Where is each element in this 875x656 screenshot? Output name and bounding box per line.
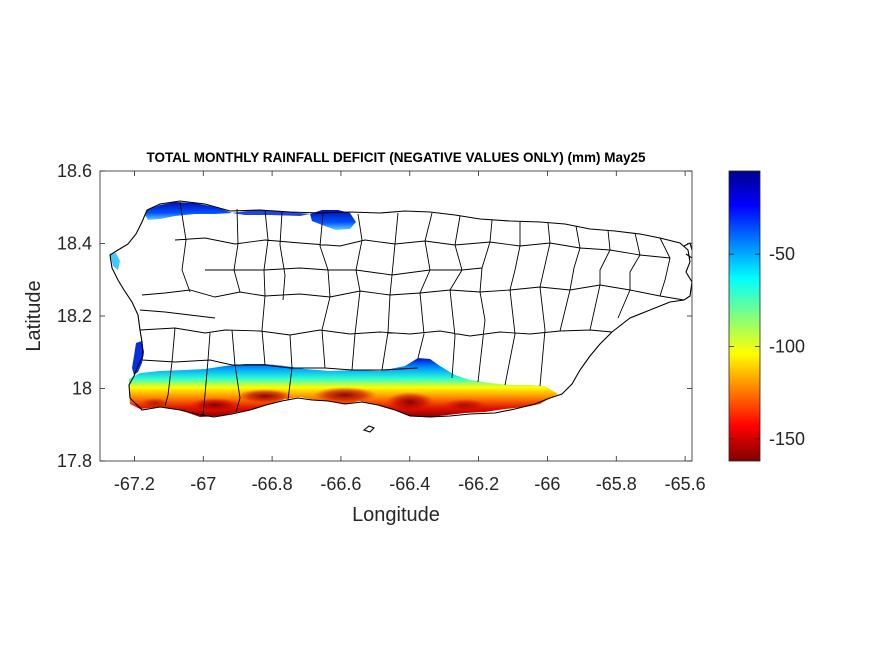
- island-map: [109, 200, 692, 433]
- y-axis-ticks: 17.8 18 18.2 18.4 18.6: [57, 161, 692, 471]
- y-tick-label: 18: [72, 379, 92, 399]
- colorbar-tick-label: -150: [769, 429, 805, 449]
- northwest-coast-patch: [145, 202, 232, 220]
- x-tick-label: -65.8: [596, 474, 637, 494]
- hotspot-4: [189, 398, 241, 412]
- colorbar-tick-label: -100: [769, 336, 805, 356]
- hotspot-6: [141, 398, 169, 408]
- caja-de-muertos-island: [362, 425, 375, 433]
- hotspot-2: [386, 392, 434, 412]
- x-tick-label: -66.4: [389, 474, 430, 494]
- hotspot-5: [443, 399, 487, 411]
- y-tick-label: 18.4: [57, 234, 92, 254]
- x-tick-label: -66.8: [252, 474, 293, 494]
- x-tick-label: -66.2: [458, 474, 499, 494]
- x-tick-label: -67: [190, 474, 216, 494]
- y-tick-label: 17.8: [57, 451, 92, 471]
- hotspot-1: [313, 387, 377, 403]
- southwest-edge-patch: [132, 341, 144, 375]
- colorbar: [728, 170, 761, 462]
- chart-title: TOTAL MONTHLY RAINFALL DEFICIT (NEGATIVE…: [146, 150, 646, 165]
- west-coast-patch: [110, 253, 120, 270]
- y-axis-label: Latitude: [23, 280, 45, 351]
- colorbar-ticks: -50 -100 -150: [729, 244, 805, 449]
- y-tick-label: 18.2: [57, 306, 92, 326]
- x-tick-label: -66.6: [320, 474, 361, 494]
- north-coast-strip: [232, 210, 310, 216]
- x-axis-label: Longitude: [352, 504, 440, 526]
- x-tick-label: -67.2: [114, 474, 155, 494]
- north-coast-patch: [310, 210, 356, 230]
- east-islets: [683, 242, 692, 259]
- island-outline: [109, 200, 692, 418]
- x-tick-label: -66: [534, 474, 560, 494]
- colorbar-tick-label: -50: [769, 244, 795, 264]
- municipal-boundaries: [139, 201, 685, 416]
- hotspot-3: [237, 389, 293, 403]
- y-tick-label: 18.6: [57, 161, 92, 181]
- x-tick-label: -65.6: [665, 474, 706, 494]
- x-axis-ticks: -67.2 -67 -66.8 -66.6 -66.4 -66.2 -66 -65.8 -65.…: [114, 171, 706, 494]
